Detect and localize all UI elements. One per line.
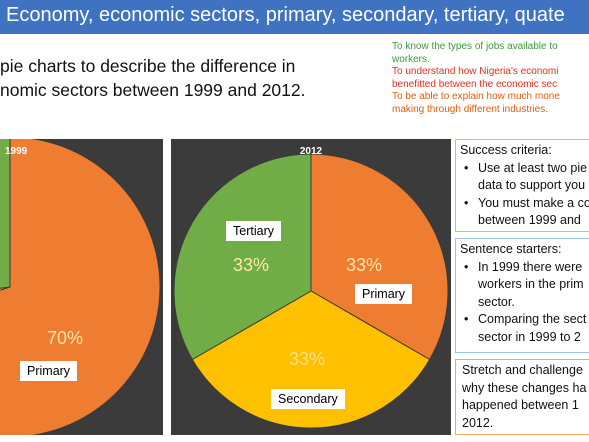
success-criteria-heading: Success criteria: — [460, 143, 552, 157]
bullet-icon: • — [464, 259, 469, 274]
list-item-continued: between 1999 and — [478, 213, 581, 227]
title-bar: Economy, economic sectors, primary, seco… — [0, 0, 589, 34]
list-item-continued: sector. — [478, 294, 515, 309]
slice-label-tertiary-2012: Tertiary — [226, 221, 281, 241]
pie-slice-primary-2012 — [310, 153, 449, 361]
list-item: • In 1999 there were — [460, 259, 589, 277]
pie-chart-2012 — [173, 153, 449, 429]
chart-panel-1999: 1999 70% Primary — [0, 139, 163, 435]
list-item-continued: sector in 1999 to 2 — [478, 329, 581, 344]
objective-line: benefitted between the economic sec — [392, 78, 558, 90]
bullet-icon: • — [464, 160, 469, 175]
stretch-challenge-box: Stretch and challenge why these changes … — [455, 359, 589, 435]
pie-chart-1999 — [0, 139, 161, 435]
sentence-starters-heading: Sentence starters: — [460, 242, 562, 256]
chart-panel-2012: 2012 33% 33% 33% Tertiary Primary Second… — [171, 139, 451, 435]
objective-line: workers. — [392, 53, 430, 65]
task-instruction: pie charts to describe the difference in… — [0, 54, 385, 102]
list-item: • Comparing the sect — [460, 311, 589, 329]
pie-slice-tertiary-2012 — [173, 153, 312, 361]
objective-line: making through different industries. — [392, 103, 549, 115]
slice-percent-label-primary-2012: 33% — [346, 255, 383, 275]
bullet-icon: • — [464, 195, 469, 210]
stretch-line: happened between 1 — [462, 398, 579, 412]
slice-label-secondary-2012: Secondary — [271, 389, 345, 409]
instruction-line-2: nomic sectors between 1999 and 2012. — [0, 80, 306, 100]
objective-line: To know the types of jobs available to — [392, 41, 558, 52]
stretch-line: why these changes ha — [462, 380, 587, 395]
sentence-starters-box: Sentence starters: • In 1999 there were w… — [455, 238, 589, 353]
list-item-continued: workers in the prim — [478, 277, 584, 291]
slice-percent-label-tertiary-2012: 33% — [233, 255, 270, 275]
slice-label-primary-2012: Primary — [355, 284, 413, 304]
slice-label-primary-1999: Primary — [20, 361, 78, 381]
instruction-line-1: pie charts to describe the difference in — [0, 56, 296, 76]
slide-title: Economy, economic sectors, primary, seco… — [6, 4, 565, 26]
list-item: • You must make a co — [460, 195, 589, 213]
list-item-continued: data to support you — [478, 178, 586, 192]
chart-title-2012: 2012 — [299, 146, 323, 157]
pie-slice-tertiary-1999 — [0, 139, 11, 289]
stretch-line: Stretch and challenge — [462, 363, 583, 377]
bullet-icon: • — [464, 312, 469, 326]
slice-percent-label-primary-1999: 70% — [47, 328, 84, 348]
pie-slice-primary-1999 — [0, 139, 161, 435]
learning-objectives: To know the types of jobs available to w… — [392, 41, 589, 117]
slice-percent-label-secondary-2012: 33% — [289, 349, 326, 369]
objective-line: To be able to explain how much mone — [392, 91, 560, 103]
success-criteria-box: Success criteria: • Use at least two pie … — [455, 139, 589, 232]
stretch-line: 2012. — [462, 415, 494, 430]
objective-line: To understand how Nigeria's economi — [392, 66, 559, 78]
chart-title-1999: 1999 — [5, 146, 28, 157]
list-item: • Use at least two pie — [460, 160, 589, 178]
pie-slice-secondary-2012 — [191, 290, 431, 429]
